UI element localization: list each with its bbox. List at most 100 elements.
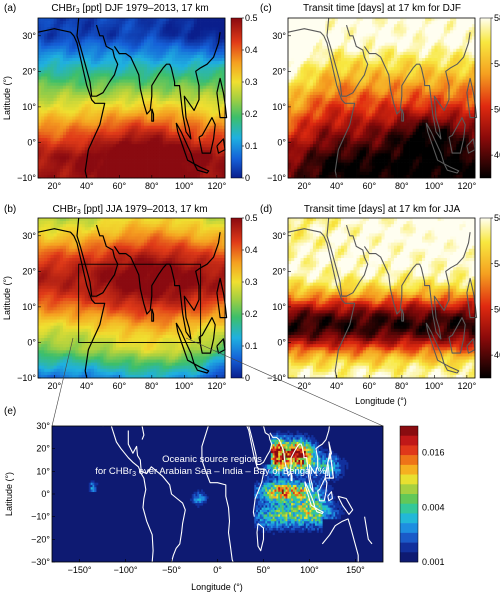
panel-a-cell	[97, 144, 100, 147]
panel-a-cell	[38, 49, 41, 52]
panel-c-cell	[375, 156, 378, 159]
panel-a-cell	[44, 153, 47, 156]
panel-c-cell	[338, 107, 341, 110]
panel-c-cell	[325, 144, 328, 147]
panel-c-cell	[322, 24, 325, 27]
panel-a-cell	[94, 163, 97, 166]
panel-c-cell	[307, 40, 310, 43]
panel-c-cell	[397, 21, 400, 24]
panel-c-cell	[288, 67, 291, 70]
panel-c-cell	[378, 61, 381, 64]
panel-a-cell	[47, 18, 50, 21]
panel-c-cell	[297, 101, 300, 104]
panel-c-cell	[294, 21, 297, 24]
panel-c-cell	[344, 67, 347, 70]
panel-a-cell	[44, 169, 47, 172]
panel-a-cbtick-label: 0.4	[245, 45, 258, 55]
panel-a-cell	[184, 70, 187, 73]
panel-a-cell	[82, 153, 85, 156]
panel-a-cell	[88, 18, 91, 21]
panel-a-cell	[181, 24, 184, 27]
panel-c-cell	[325, 156, 328, 159]
panel-a-cell	[216, 73, 219, 76]
panel-a-cell	[50, 55, 53, 58]
panel-a-cell	[41, 61, 44, 64]
panel-a-cell	[79, 67, 82, 70]
panel-a-cell	[107, 156, 110, 159]
panel-c-cell	[310, 33, 313, 36]
panel-c-cell	[304, 76, 307, 79]
panel-a-cell	[200, 21, 203, 24]
panel-a-cell	[200, 27, 203, 30]
panel-c-cell	[378, 138, 381, 141]
panel-a-cell	[135, 33, 138, 36]
panel-a-cell	[178, 67, 181, 70]
panel-a-cell	[163, 27, 166, 30]
panel-a-cell	[169, 123, 172, 126]
panel-a-cell	[110, 160, 113, 163]
panel-c-cell	[322, 70, 325, 73]
panel-c-cell	[378, 132, 381, 135]
panel-a-cell	[213, 156, 216, 159]
panel-c-cell	[360, 70, 363, 73]
panel-a-cell	[125, 120, 128, 123]
panel-a-cell	[206, 27, 209, 30]
panel-a-cell	[41, 169, 44, 172]
panel-a-cell	[50, 18, 53, 21]
panel-a-cell	[57, 107, 60, 110]
panel-a-cell	[54, 95, 57, 98]
panel-c-cell	[319, 156, 322, 159]
panel-a-cell	[188, 43, 191, 46]
panel-a-cell	[132, 169, 135, 172]
panel-c-cell	[363, 110, 366, 113]
panel-c-cell	[335, 55, 338, 58]
panel-c-cell	[360, 135, 363, 138]
panel-a-cell	[178, 110, 181, 113]
panel-c-cell	[375, 123, 378, 126]
panel-a-cell	[91, 18, 94, 21]
panel-c-cell	[372, 169, 375, 172]
panel-a-cell	[181, 73, 184, 76]
panel-a-cell	[107, 64, 110, 67]
panel-c-cell	[388, 147, 391, 150]
panel-a-cell	[125, 101, 128, 104]
panel-a-cell	[125, 129, 128, 132]
panel-a-cell	[181, 70, 184, 73]
panel-a-cell	[153, 147, 156, 150]
panel-a-cell	[85, 129, 88, 132]
panel-c-cell	[322, 147, 325, 150]
panel-c-cell	[360, 172, 363, 175]
panel-a-cell	[91, 169, 94, 172]
panel-c-cell	[394, 160, 397, 163]
panel-c-cell	[382, 83, 385, 86]
panel-a-cell	[209, 43, 212, 46]
panel-a-cell	[103, 64, 106, 67]
panel-a-cell	[213, 153, 216, 156]
panel-a-cell	[141, 123, 144, 126]
panel-a-cell	[41, 116, 44, 119]
panel-a-cell	[197, 144, 200, 147]
panel-c-cell	[360, 43, 363, 46]
panel-a-cell	[54, 46, 57, 49]
panel-a-cell	[69, 126, 72, 129]
panel-a-cell	[160, 166, 163, 169]
panel-a-cell	[125, 132, 128, 135]
panel-c-cell	[382, 80, 385, 83]
panel-a-cell	[119, 61, 122, 64]
panel-c-cell	[357, 120, 360, 123]
panel-a-cell	[97, 110, 100, 113]
panel-c-cell	[394, 116, 397, 119]
panel-c-cell	[329, 21, 332, 24]
panel-a-cell	[181, 64, 184, 67]
panel-a-cell	[135, 144, 138, 147]
panel-a-cell	[66, 156, 69, 159]
panel-a-cell	[54, 123, 57, 126]
panel-a-cell	[47, 80, 50, 83]
panel-c-cell	[382, 116, 385, 119]
panel-c-cell	[335, 107, 338, 110]
panel-a-cell	[150, 156, 153, 159]
panel-c-cell	[291, 18, 294, 21]
panel-a-cell	[47, 36, 50, 39]
panel-c-cell	[307, 76, 310, 79]
panel-c-cell	[329, 153, 332, 156]
